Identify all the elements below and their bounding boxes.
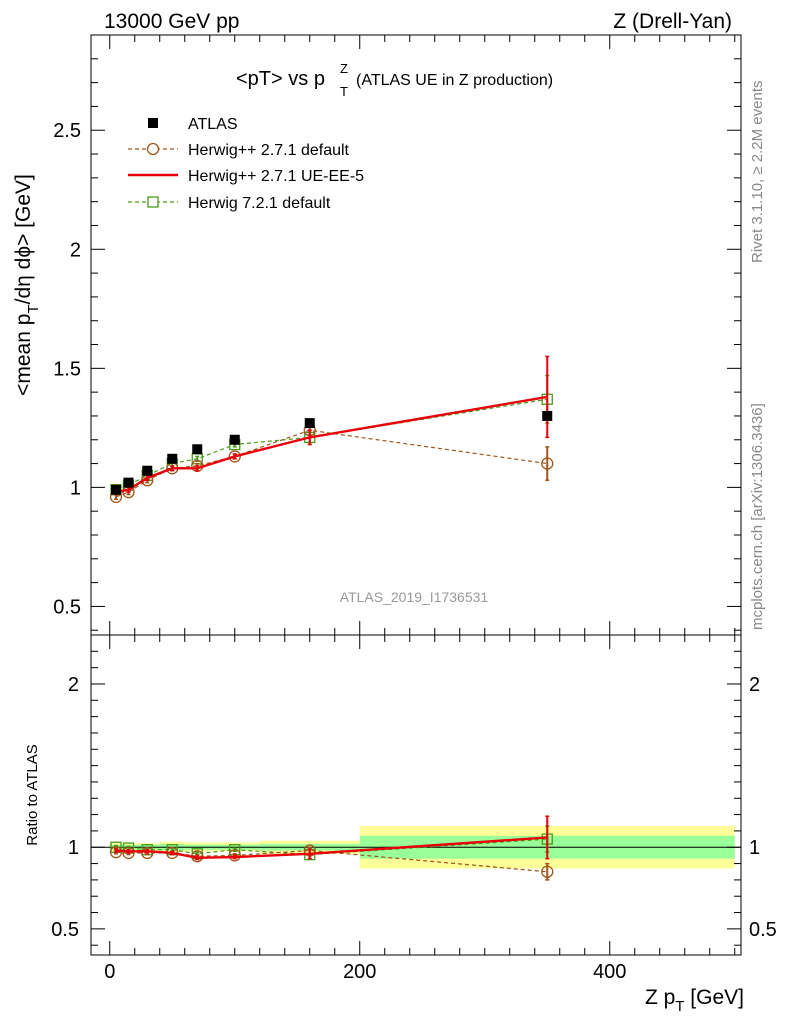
main-ytick-labels: 0.5 1 1.5 2 2.5 (53, 120, 81, 618)
data-point (228, 450, 241, 463)
mcplots-label: mcplots.cern.ch [arXiv:1306.3436] (749, 403, 766, 630)
title-superscript: Z (340, 61, 348, 76)
data-point (111, 484, 121, 495)
y-tick-label: 2.5 (53, 120, 81, 142)
xlabel-part-a: Z p (645, 986, 675, 1009)
y-tick-label-right: 0.5 (749, 919, 777, 941)
legend-entry-atlas: ATLAS (148, 116, 238, 133)
legend: ATLAS Herwig++ 2.7.1 default Herwig++ 2.… (128, 116, 364, 212)
legend-label-atlas: ATLAS (188, 116, 238, 133)
ylabel-subscript: T (25, 304, 42, 313)
y-tick-label: 1.5 (53, 358, 81, 380)
ratio-xlabel: Z pT [GeV] (645, 986, 744, 1015)
ratio-panel: 0.5 0.5 1 1 2 2 0 200 400 Ratio to ATLAS Z pT [… (24, 634, 777, 1015)
ratio-ticks (91, 635, 741, 955)
legend-label-herwigpp-ueee5: Herwig++ 2.7.1 UE-EE-5 (188, 168, 364, 185)
svg-text:<mean pT/dη dϕ> [GeV]: <mean pT/dη dϕ> [GeV] (12, 174, 42, 396)
legend-marker-herwigpp-default (146, 142, 160, 156)
ylabel-part-a: <mean p (12, 314, 35, 396)
chart-title: <pT> vs p Z T (ATLAS UE in Z production) (236, 61, 553, 99)
y-tick-label-left: 2 (68, 674, 79, 696)
data-point (229, 434, 240, 445)
y-tick-label: 1 (70, 477, 81, 499)
main-panel: 0.5 1 1.5 2 2.5 ATLAS_2019_I1736531 <pT> vs … (12, 34, 742, 636)
main-data-layer (109, 355, 554, 504)
legend-marker-atlas (148, 118, 158, 128)
x-tick-label: 200 (343, 961, 376, 983)
ratio-data-layer (109, 815, 554, 881)
data-point (141, 846, 154, 860)
data-point (142, 465, 153, 476)
y-tick-label-right: 1 (749, 837, 760, 859)
ylabel-part-b: /dη dϕ> [GeV] (12, 174, 35, 304)
data-point (167, 453, 178, 464)
series-line (115, 849, 548, 873)
series-line (115, 398, 548, 491)
legend-entry-herwig7-default: Herwig 7.2.1 default (128, 195, 331, 212)
y-tick-label-left: 0.5 (51, 919, 79, 941)
legend-entry-herwigpp-default: Herwig++ 2.7.1 default (128, 142, 350, 159)
xlabel-subscript: T (675, 998, 684, 1015)
data-point (122, 846, 135, 860)
x-tick-label: 0 (104, 961, 115, 983)
ratio-ylabel: Ratio to ATLAS (24, 744, 41, 845)
series-line (115, 836, 548, 860)
data-point (192, 444, 203, 455)
series-line (115, 429, 548, 498)
series-line (115, 395, 548, 494)
data-point (228, 849, 241, 862)
y-tick-label-left: 1 (68, 837, 79, 859)
y-tick-label: 2 (70, 239, 81, 261)
analysis-watermark: ATLAS_2019_I1736531 (340, 589, 489, 605)
ratio-frame (90, 634, 742, 956)
ratio-xtick-labels: 0 200 400 (104, 961, 626, 983)
rivet-label: Rivet 3.1.10, ≥ 2.2M events (749, 81, 766, 264)
header-left: 13000 GeV pp (104, 10, 239, 33)
legend-marker-herwig7-default (147, 196, 159, 208)
data-point (304, 418, 315, 429)
data-point (542, 410, 553, 421)
legend-label-herwigpp-default: Herwig++ 2.7.1 default (188, 142, 350, 159)
x-tick-label: 400 (593, 961, 626, 983)
y-tick-label-right: 2 (749, 674, 760, 696)
title-main: <pT> vs p (236, 68, 325, 90)
ratio-ytick-labels: 0.5 0.5 1 1 2 2 (51, 674, 777, 941)
data-point (109, 845, 123, 859)
header-right: Z (Drell-Yan) (613, 10, 732, 33)
title-rest: (ATLAS UE in Z production) (356, 72, 553, 89)
y-tick-label: 0.5 (53, 596, 81, 618)
main-ylabel: <mean pT/dη dϕ> [GeV] (12, 174, 42, 396)
data-point (123, 477, 134, 488)
title-subscript: T (340, 84, 348, 99)
legend-entry-herwigpp-ueee5: Herwig++ 2.7.1 UE-EE-5 (128, 168, 364, 185)
data-point (541, 457, 554, 470)
legend-label-herwig7-default: Herwig 7.2.1 default (188, 195, 331, 212)
xlabel-part-b: [GeV] (684, 986, 744, 1009)
data-point (541, 865, 554, 878)
main-ticks (91, 35, 741, 635)
